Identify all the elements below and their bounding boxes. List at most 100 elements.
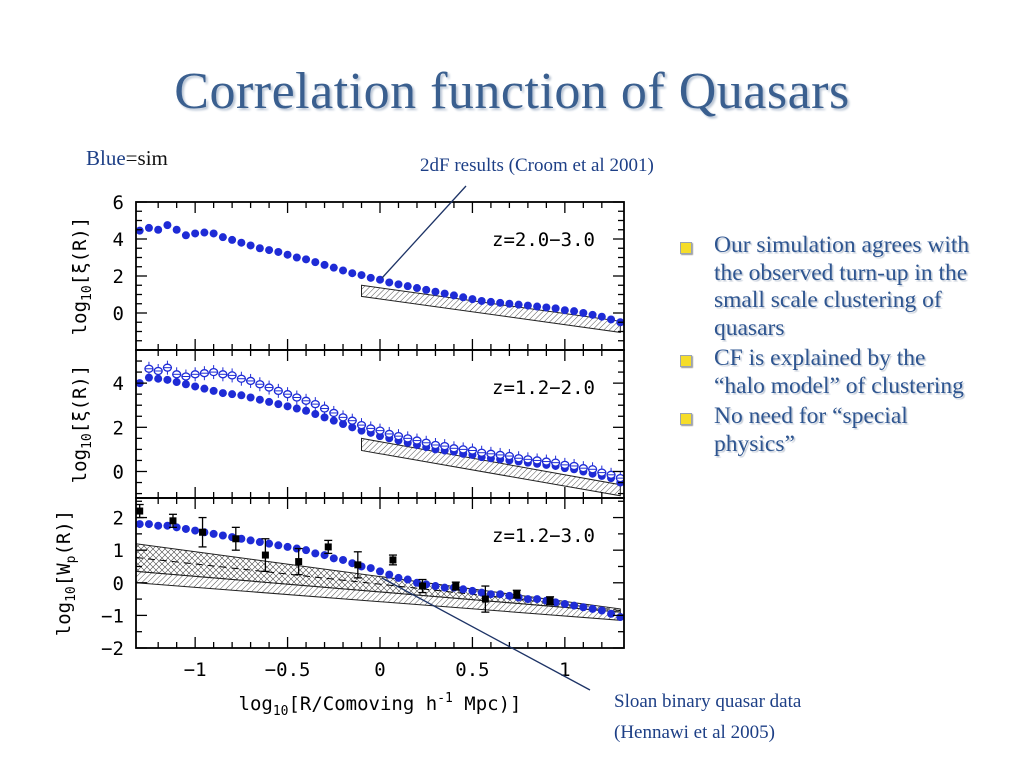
bullet-item: CF is explained by the “halo model” of c…: [678, 345, 978, 400]
y-tick-label: −1: [101, 605, 124, 627]
y-axis-label-log: log: [69, 301, 91, 335]
y-axis-label: log10[Wp(R)]: [53, 510, 79, 636]
x-axis-label: log10[R/Comoving h-1 Mpc)]: [239, 691, 522, 719]
sim-point: [394, 280, 403, 289]
bullet-item: Our simulation agrees with the observed …: [678, 232, 978, 342]
sim-point: [542, 303, 551, 312]
sim-point: [477, 588, 486, 597]
sim-point: [496, 590, 505, 599]
sim-point: [579, 309, 588, 317]
blue-equals: =: [125, 146, 138, 170]
sim-point: [348, 269, 357, 278]
sim-point: [265, 397, 274, 406]
sloan-data-point: [199, 528, 207, 536]
sloan-data-point: [546, 597, 554, 605]
sim-point: [255, 538, 264, 547]
sloan-data-point: [452, 582, 460, 590]
x-tick-label: −0.5: [265, 659, 311, 681]
sim-point: [274, 541, 283, 550]
annotation-2df: 2dF results (Croom et al 2001): [420, 155, 654, 176]
sim-point: [283, 402, 292, 411]
sim-point: [283, 250, 292, 259]
sim-point: [292, 253, 301, 262]
sim-point: [551, 304, 560, 313]
x-axis-label-subscript: 10: [273, 704, 289, 719]
panel-redshift-label: z=2.0−3.0: [492, 229, 595, 251]
sim-point: [136, 520, 144, 529]
sim-point: [320, 260, 329, 269]
sim-point: [486, 297, 495, 306]
y-tick-label: 2: [113, 417, 124, 439]
sim-point: [136, 226, 144, 235]
y-axis-label-subscript: p: [64, 555, 79, 563]
sim-point: [228, 390, 237, 399]
sim-point: [311, 258, 320, 267]
sim-point: [237, 534, 246, 543]
sim-point: [376, 567, 384, 576]
sim-point: [505, 299, 514, 308]
y-axis-label-log: log: [53, 602, 75, 636]
sim-point: [311, 549, 320, 558]
x-tick-label: 0: [374, 659, 385, 681]
bullet-marker-icon: [680, 242, 692, 254]
slide-title: Correlation function of Quasars: [174, 63, 850, 120]
sloan-data-point: [324, 543, 332, 551]
sim-point: [154, 374, 163, 383]
sim-point: [265, 246, 274, 255]
sim-point: [459, 585, 468, 594]
x-axis-label-log: log: [239, 693, 273, 715]
sim-point: [533, 595, 542, 604]
annotation-sloan-line2: (Hennawi et al 2005): [614, 722, 775, 743]
sim-point: [172, 225, 181, 234]
sim-point: [505, 591, 514, 600]
sim-point: [533, 302, 542, 311]
panel-1: 0 2 4 6 z=2.0−3.0 log10[ξ(R)]: [69, 192, 625, 351]
y-tick-label: 1: [113, 540, 124, 562]
sim-point: [560, 599, 569, 608]
sim-point: [385, 278, 394, 287]
y-axis-label-tail: (R)]: [53, 510, 75, 556]
y-tick-label: 0: [113, 303, 124, 325]
x-tick-label: 0.5: [455, 659, 489, 681]
sim-point: [163, 221, 172, 230]
sim-point: [403, 282, 412, 291]
sloan-data-point: [419, 582, 427, 590]
sim-point: [302, 546, 311, 555]
sim-point: [366, 564, 375, 573]
sim-point: [431, 582, 440, 591]
sim-point: [200, 384, 209, 393]
sim-point: [191, 526, 200, 535]
sim-point: [579, 603, 588, 612]
sim-point: [209, 529, 218, 538]
sim-point: [144, 223, 153, 232]
sim-point: [329, 554, 338, 563]
sim-point: [607, 609, 616, 618]
sim-point: [570, 601, 579, 610]
sim-point: [311, 410, 320, 419]
panel-plot-area: [136, 503, 624, 622]
panel-redshift-label: z=1.2−2.0: [492, 377, 595, 399]
sim-point: [412, 284, 421, 293]
y-axis-label: log10[ξ(R)]: [69, 365, 95, 484]
sim-point: [265, 539, 274, 548]
annotation-sloan-line1: Sloan binary quasar data: [614, 691, 802, 712]
sim-point: [412, 578, 421, 587]
sim-point: [570, 307, 579, 316]
y-axis-label: log10[ξ(R)]: [69, 217, 95, 336]
sim-point: [172, 378, 181, 387]
sloan-data-point: [513, 590, 521, 598]
sloan-data-point: [136, 507, 144, 515]
sim-point: [246, 393, 255, 402]
sim-point: [283, 542, 292, 551]
sim-point: [191, 229, 200, 238]
sim-point: [144, 520, 153, 529]
sim-point: [523, 595, 532, 604]
y-tick-label: 4: [113, 229, 124, 251]
bullet-item: No need for “special physics”: [678, 403, 978, 458]
observed-2df-band: [361, 284, 621, 333]
sim-point: [449, 291, 458, 300]
sim-point: [339, 555, 348, 564]
sim-point: [440, 289, 449, 298]
sim-point: [588, 310, 597, 319]
